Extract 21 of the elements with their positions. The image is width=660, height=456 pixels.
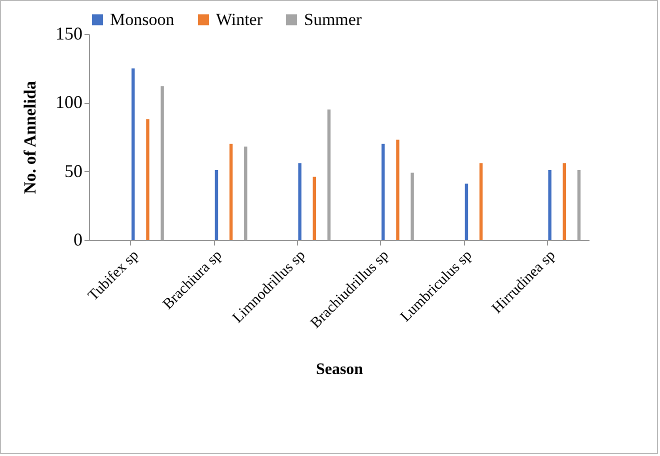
y-tick-label: 100 xyxy=(56,92,82,112)
bar xyxy=(229,144,233,240)
bar xyxy=(382,144,385,240)
bar xyxy=(132,68,135,240)
bar xyxy=(548,170,552,240)
bar xyxy=(312,176,316,240)
legend-label: Summer xyxy=(304,10,362,29)
bar xyxy=(298,163,302,240)
y-axis-title: No. of Annelida xyxy=(20,80,40,194)
x-axis-title: Season xyxy=(316,360,364,378)
y-tick-label: 50 xyxy=(64,160,82,181)
bar xyxy=(396,140,400,240)
bar xyxy=(479,163,483,240)
bar xyxy=(464,184,468,240)
bar xyxy=(214,170,218,240)
y-tick-label: 0 xyxy=(74,230,82,250)
legend-label: Winter xyxy=(216,10,263,29)
legend-label: Monsoon xyxy=(110,10,175,29)
bar xyxy=(562,163,566,240)
bar xyxy=(146,119,150,240)
y-tick-label: 150 xyxy=(56,24,82,44)
